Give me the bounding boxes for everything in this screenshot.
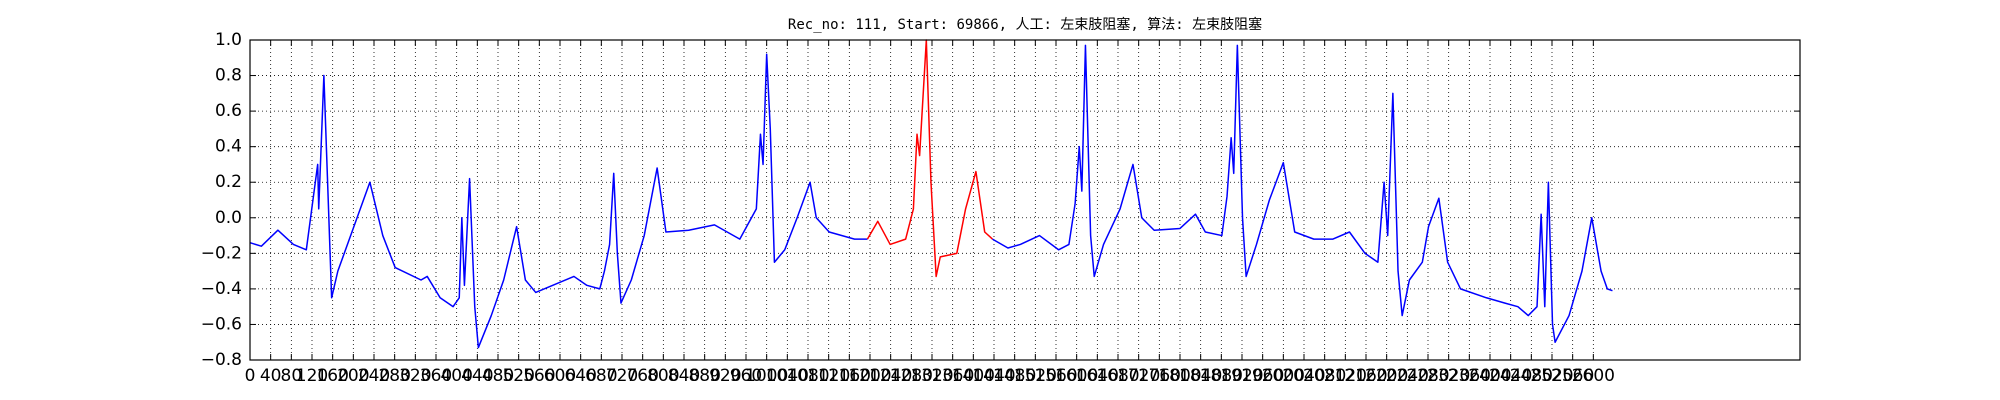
x-tick-label: 1360 <box>931 366 974 386</box>
x-tick-label: 2120 <box>1324 366 1367 386</box>
x-tick-label: 2360 <box>1448 366 1491 386</box>
x-tick-label: 200 <box>337 366 369 386</box>
x-tick-label: 2200 <box>1365 366 1408 386</box>
x-tick-label: 240 <box>358 366 390 386</box>
x-tick-label: 1600 <box>1055 366 1098 386</box>
y-tick-label: 0.2 <box>215 172 242 192</box>
x-tick-label: 680 <box>585 366 617 386</box>
x-tick-label: 2520 <box>1530 366 1573 386</box>
x-tick-label: 1400 <box>952 366 995 386</box>
y-tick-label: −0.4 <box>201 279 242 299</box>
x-tick-label: 1720 <box>1117 366 1160 386</box>
x-tick-label: 1800 <box>1158 366 1201 386</box>
x-tick-label: 1480 <box>993 366 1036 386</box>
x-tick-label: 2280 <box>1406 366 1449 386</box>
x-tick-label: 2560 <box>1551 366 1594 386</box>
x-tick-label: 600 <box>544 366 576 386</box>
x-tick-label: 480 <box>482 366 514 386</box>
x-tick-label: 80 <box>281 366 303 386</box>
x-tick-label: 2440 <box>1489 366 1532 386</box>
x-tick-label: 2040 <box>1282 366 1325 386</box>
x-tick-label: 640 <box>564 366 596 386</box>
x-tick-label: 1760 <box>1138 366 1181 386</box>
x-tick-label: 2080 <box>1303 366 1346 386</box>
x-tick-label: 1320 <box>910 366 953 386</box>
x-tick-label: 2400 <box>1468 366 1511 386</box>
x-tick-label: 1080 <box>786 366 829 386</box>
x-tick-label: 880 <box>688 366 720 386</box>
x-tick-label: 840 <box>668 366 700 386</box>
x-tick-label: 720 <box>606 366 638 386</box>
x-tick-label: 280 <box>378 366 410 386</box>
y-tick-label: −0.8 <box>201 350 242 370</box>
x-tick-label: 1040 <box>766 366 809 386</box>
y-tick-label: 1.0 <box>215 30 242 50</box>
x-tick-label: 2600 <box>1572 366 1615 386</box>
x-tick-label: 1160 <box>828 366 871 386</box>
x-tick-label: 1120 <box>807 366 850 386</box>
chart-title: Rec_no: 111, Start: 69866, 人工: 左束肢阻塞, 算法… <box>788 16 1262 33</box>
x-tick-label: 1880 <box>1200 366 1243 386</box>
x-tick-label: 1440 <box>972 366 1015 386</box>
x-tick-label: 960 <box>730 366 762 386</box>
x-tick-label: 920 <box>709 366 741 386</box>
x-tick-label: 40 <box>260 366 282 386</box>
plot-frame <box>249 39 1801 361</box>
x-tick-label: 1520 <box>1014 366 1057 386</box>
x-tick-label: 1640 <box>1076 366 1119 386</box>
y-tick-label: 0.8 <box>215 66 242 86</box>
x-tick-label: 1840 <box>1179 366 1222 386</box>
x-tick-label: 800 <box>647 366 679 386</box>
x-tick-label: 320 <box>399 366 431 386</box>
x-tick-label: 760 <box>626 366 658 386</box>
x-tick-label: 0 <box>245 366 256 386</box>
x-tick-label: 2480 <box>1510 366 1553 386</box>
x-tick-label: 1000 <box>745 366 788 386</box>
x-tick-label: 440 <box>461 366 493 386</box>
x-tick-label: 2320 <box>1427 366 1470 386</box>
y-tick-label: 0.4 <box>215 137 242 157</box>
x-tick-label: 2160 <box>1344 366 1387 386</box>
x-tick-label: 360 <box>420 366 452 386</box>
x-tick-label: 1920 <box>1220 366 1263 386</box>
x-tick-label: 560 <box>523 366 555 386</box>
x-tick-label: 1960 <box>1241 366 1284 386</box>
y-tick-label: −0.2 <box>201 243 242 263</box>
x-tick-label: 1280 <box>890 366 933 386</box>
x-tick-label: 1240 <box>869 366 912 386</box>
y-tick-label: −0.6 <box>201 314 242 334</box>
ecg-line <box>992 44 1613 343</box>
ecg-line <box>249 53 868 349</box>
y-tick-label: 0.6 <box>215 101 242 121</box>
x-tick-label: 520 <box>502 366 534 386</box>
x-tick-label: 160 <box>316 366 348 386</box>
ecg-line <box>866 39 993 278</box>
x-tick-label: 2000 <box>1262 366 1305 386</box>
y-tick-label: 0.0 <box>215 208 242 228</box>
x-tick-label: 1560 <box>1034 366 1077 386</box>
x-tick-label: 2240 <box>1386 366 1429 386</box>
x-tick-label: 400 <box>440 366 472 386</box>
x-tick-label: 120 <box>296 366 328 386</box>
x-tick-label: 1680 <box>1096 366 1139 386</box>
x-tick-label: 1200 <box>848 366 891 386</box>
